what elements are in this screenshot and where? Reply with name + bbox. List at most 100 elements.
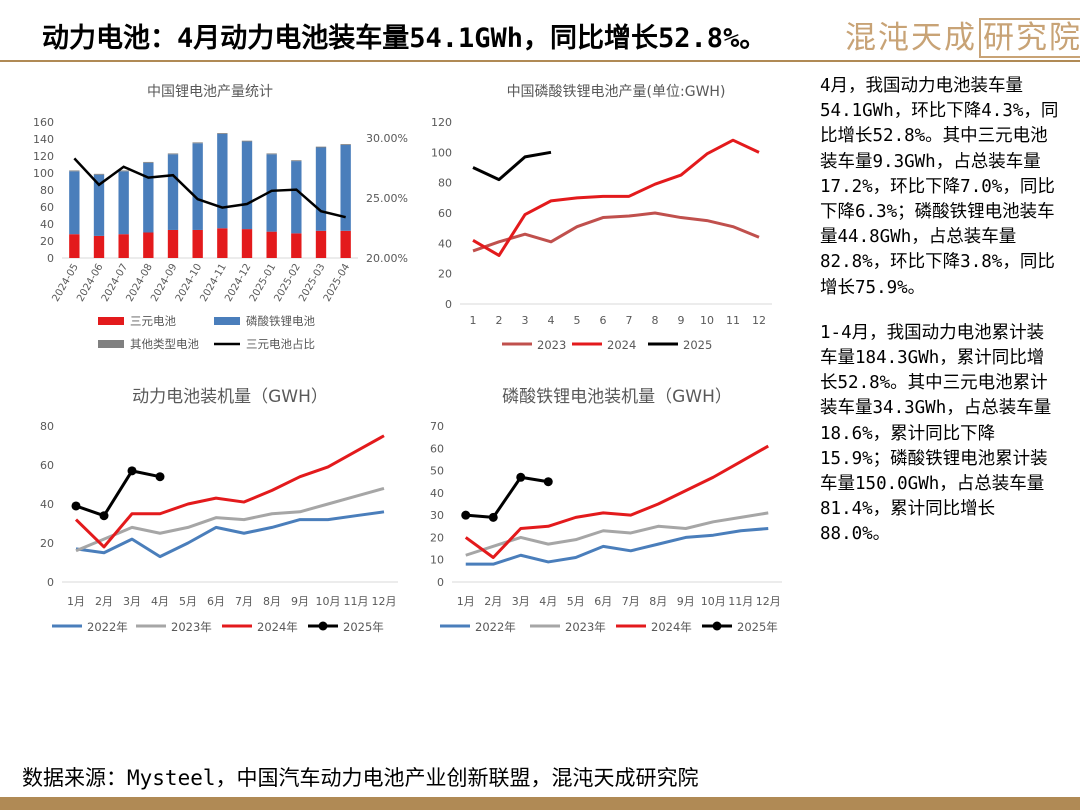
point-2025年	[99, 511, 109, 521]
point-2025年	[127, 466, 137, 476]
legend-label: 2024	[607, 338, 636, 352]
bar-磷酸铁锂电池	[192, 143, 203, 230]
x-tick-label: 1月	[457, 595, 475, 608]
point-2025年	[488, 512, 498, 522]
y-tick-label: 100	[33, 167, 54, 180]
y2-tick-label: 20.00%	[366, 252, 408, 265]
x-tick-label: 10	[700, 314, 714, 327]
legend-label: 三元电池占比	[246, 337, 315, 351]
x-tick-label: 12月	[756, 595, 781, 608]
point-2025年	[461, 510, 471, 520]
x-tick-label: 8	[652, 314, 659, 327]
x-tick-label: 2	[496, 314, 503, 327]
y-tick-label: 70	[430, 420, 444, 433]
bar-磷酸铁锂电池	[118, 171, 129, 235]
bar-磷酸铁锂电池	[291, 161, 302, 234]
x-tick-label: 9月	[677, 595, 695, 608]
x-tick-label: 9	[678, 314, 685, 327]
x-tick-label: 5	[574, 314, 581, 327]
line-2022年	[75, 510, 385, 559]
brand-box-text: 研究院	[979, 18, 1080, 58]
line-2024	[472, 138, 760, 257]
y-tick-label: 40	[40, 498, 54, 511]
lfp-battery-output-chart: 中国磷酸铁锂电池产量(单位:GWH) 0 20 40 60 80 100 120 1 2 3 4 5 6 7…	[412, 72, 812, 362]
y-tick-label: 40	[438, 237, 452, 250]
c1-svg: 中国锂电池产量统计0204060801001201401602024-05202…	[33, 84, 408, 351]
y-tick-label: 60	[438, 207, 452, 220]
line-2023年	[465, 511, 769, 557]
bar-三元电池	[217, 228, 228, 258]
legend-label: 2022年	[475, 620, 516, 634]
y-tick-label: 40	[40, 218, 54, 231]
bar-三元电池	[143, 232, 154, 258]
legend-label: 2025	[683, 338, 712, 352]
line-2025年	[465, 475, 549, 519]
line-2023	[472, 211, 760, 253]
y-tick-label: 100	[431, 146, 452, 159]
bar-其他类型电池	[266, 153, 277, 155]
y-tick-label: 20	[40, 235, 54, 248]
y-tick-label: 0	[47, 252, 54, 265]
x-tick-label: 10月	[701, 595, 726, 608]
y-tick-label: 50	[430, 465, 444, 478]
line-2025年	[75, 469, 161, 518]
chart-title: 磷酸铁锂电池装机量（GWH）	[502, 387, 732, 407]
legend-label: 其他类型电池	[130, 337, 199, 351]
bar-磷酸铁锂电池	[315, 147, 327, 231]
line-2022年	[465, 527, 769, 566]
y-tick-label: 0	[47, 576, 54, 589]
y-tick-label: 20	[40, 537, 54, 550]
y-tick-label: 60	[430, 442, 444, 455]
x-tick-label: 11月	[728, 595, 753, 608]
power-battery-installation-chart: 动力电池装机量（GWH） 0 20 40 60 80 1月 2月 3月 4月 5月 6月 7月 8月 9月 1…	[18, 376, 408, 646]
lfp-battery-installation-chart: 磷酸铁锂电池装机量（GWH） 0 10 20 30 40 50 60 70 1月 2月 3月 4月 5月 6…	[410, 376, 810, 646]
bar-三元电池	[315, 230, 327, 258]
bar-三元电池	[93, 235, 105, 258]
commentary-april: 4月，我国动力电池装车量54.1GWh，环比下降4.3%，同比增长52.8%。其…	[820, 76, 1059, 298]
bar-其他类型电池	[69, 170, 80, 172]
x-tick-label: 8月	[263, 595, 281, 608]
bar-三元电池	[118, 234, 129, 258]
legend-label: 三元电池	[130, 314, 176, 328]
y-tick-label: 80	[40, 420, 54, 433]
legend-label: 2025年	[343, 620, 384, 634]
brand-logo: 混沌天成 研究院	[845, 12, 1080, 58]
x-tick-label: 4月	[151, 595, 169, 608]
bar-磷酸铁锂电池	[340, 144, 351, 231]
bar-其他类型电池	[241, 140, 253, 142]
x-tick-label: 3月	[512, 595, 530, 608]
y-tick-label: 20	[438, 268, 452, 281]
top-divider	[0, 60, 1080, 62]
y-tick-label: 140	[33, 133, 54, 146]
chart-title: 中国磷酸铁锂电池产量(单位:GWH)	[507, 84, 726, 100]
x-tick-label: 6月	[594, 595, 612, 608]
bar-其他类型电池	[167, 153, 179, 155]
bar-磷酸铁锂电池	[93, 174, 105, 236]
point-2025年	[155, 472, 165, 482]
x-tick-label: 7月	[622, 595, 640, 608]
legend-marker	[712, 621, 722, 631]
commentary-ytd: 1-4月，我国动力电池累计装车量184.3GWh，累计同比增长52.8%。其中三…	[820, 322, 1052, 545]
legend-swatch	[98, 340, 124, 348]
bar-磷酸铁锂电池	[241, 141, 253, 230]
x-tick-label: 8月	[649, 595, 667, 608]
x-tick-label: 3月	[123, 595, 141, 608]
y-tick-label: 160	[33, 116, 54, 129]
y-tick-label: 20	[430, 531, 444, 544]
brand-text: 混沌天成	[845, 20, 977, 56]
bar-其他类型电池	[315, 146, 327, 148]
bar-其他类型电池	[118, 170, 129, 172]
bar-三元电池	[241, 229, 253, 258]
bar-三元电池	[69, 234, 80, 258]
bar-其他类型电池	[340, 144, 351, 145]
legend-label: 2024年	[257, 620, 298, 634]
line-2024年	[74, 434, 385, 549]
x-tick-label: 11	[726, 314, 740, 327]
x-tick-label: 9月	[291, 595, 309, 608]
data-source: 数据来源：Mysteel，中国汽车动力电池产业创新联盟，混沌天成研究院	[22, 766, 699, 790]
bar-三元电池	[340, 230, 351, 258]
x-tick-label: 11月	[344, 595, 369, 608]
legend-swatch	[98, 317, 124, 325]
bar-其他类型电池	[291, 160, 302, 162]
